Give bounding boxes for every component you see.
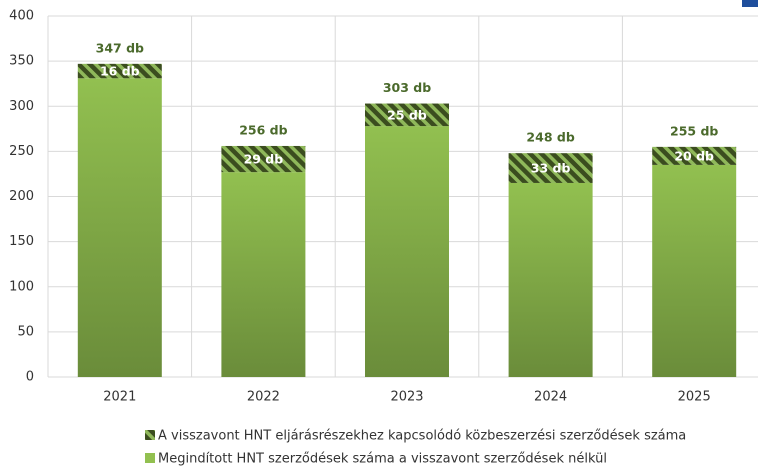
bar xyxy=(365,126,449,377)
y-tick-label: 0 xyxy=(26,370,34,385)
x-tick-label: 2024 xyxy=(534,390,567,405)
x-tick-label: 2022 xyxy=(247,390,280,405)
bar xyxy=(221,172,306,377)
y-tick-label: 300 xyxy=(9,99,34,114)
legend-label: A visszavont HNT eljárásrészekhez kapcso… xyxy=(158,429,686,444)
y-tick-label: 350 xyxy=(9,54,34,69)
total-label: 347 db xyxy=(96,40,144,55)
corner-mark xyxy=(742,0,758,7)
legend-swatch xyxy=(145,430,155,440)
bar xyxy=(77,78,162,378)
total-label: 303 db xyxy=(383,80,431,95)
hatched-bar xyxy=(508,153,593,183)
data-label: 33 db xyxy=(531,161,571,176)
y-tick-label: 150 xyxy=(9,234,34,249)
total-label: 255 db xyxy=(670,123,718,138)
y-tick-label: 200 xyxy=(9,189,34,204)
x-tick-label: 2021 xyxy=(103,390,136,405)
data-label: 20 db xyxy=(674,148,714,163)
hatched-bar xyxy=(221,145,306,173)
total-label: 248 db xyxy=(526,130,574,145)
legend-label: Megindított HNT szerződések száma a viss… xyxy=(158,452,607,466)
y-tick-label: 250 xyxy=(9,144,34,159)
hatched-bar xyxy=(77,63,162,79)
y-tick-label: 100 xyxy=(9,279,34,294)
bar xyxy=(508,182,593,377)
data-label: 16 db xyxy=(100,64,140,79)
total-label: 256 db xyxy=(239,122,287,137)
data-label: 25 db xyxy=(387,107,427,122)
hatched-bar xyxy=(365,103,449,127)
y-tick-label: 50 xyxy=(17,324,34,339)
bar xyxy=(652,164,737,377)
hatched-bar xyxy=(652,146,737,165)
data-label: 29 db xyxy=(244,152,284,167)
x-tick-label: 2023 xyxy=(390,390,423,405)
legend-swatch xyxy=(145,453,155,463)
y-tick-label: 400 xyxy=(9,9,34,24)
x-tick-label: 2025 xyxy=(678,390,711,405)
